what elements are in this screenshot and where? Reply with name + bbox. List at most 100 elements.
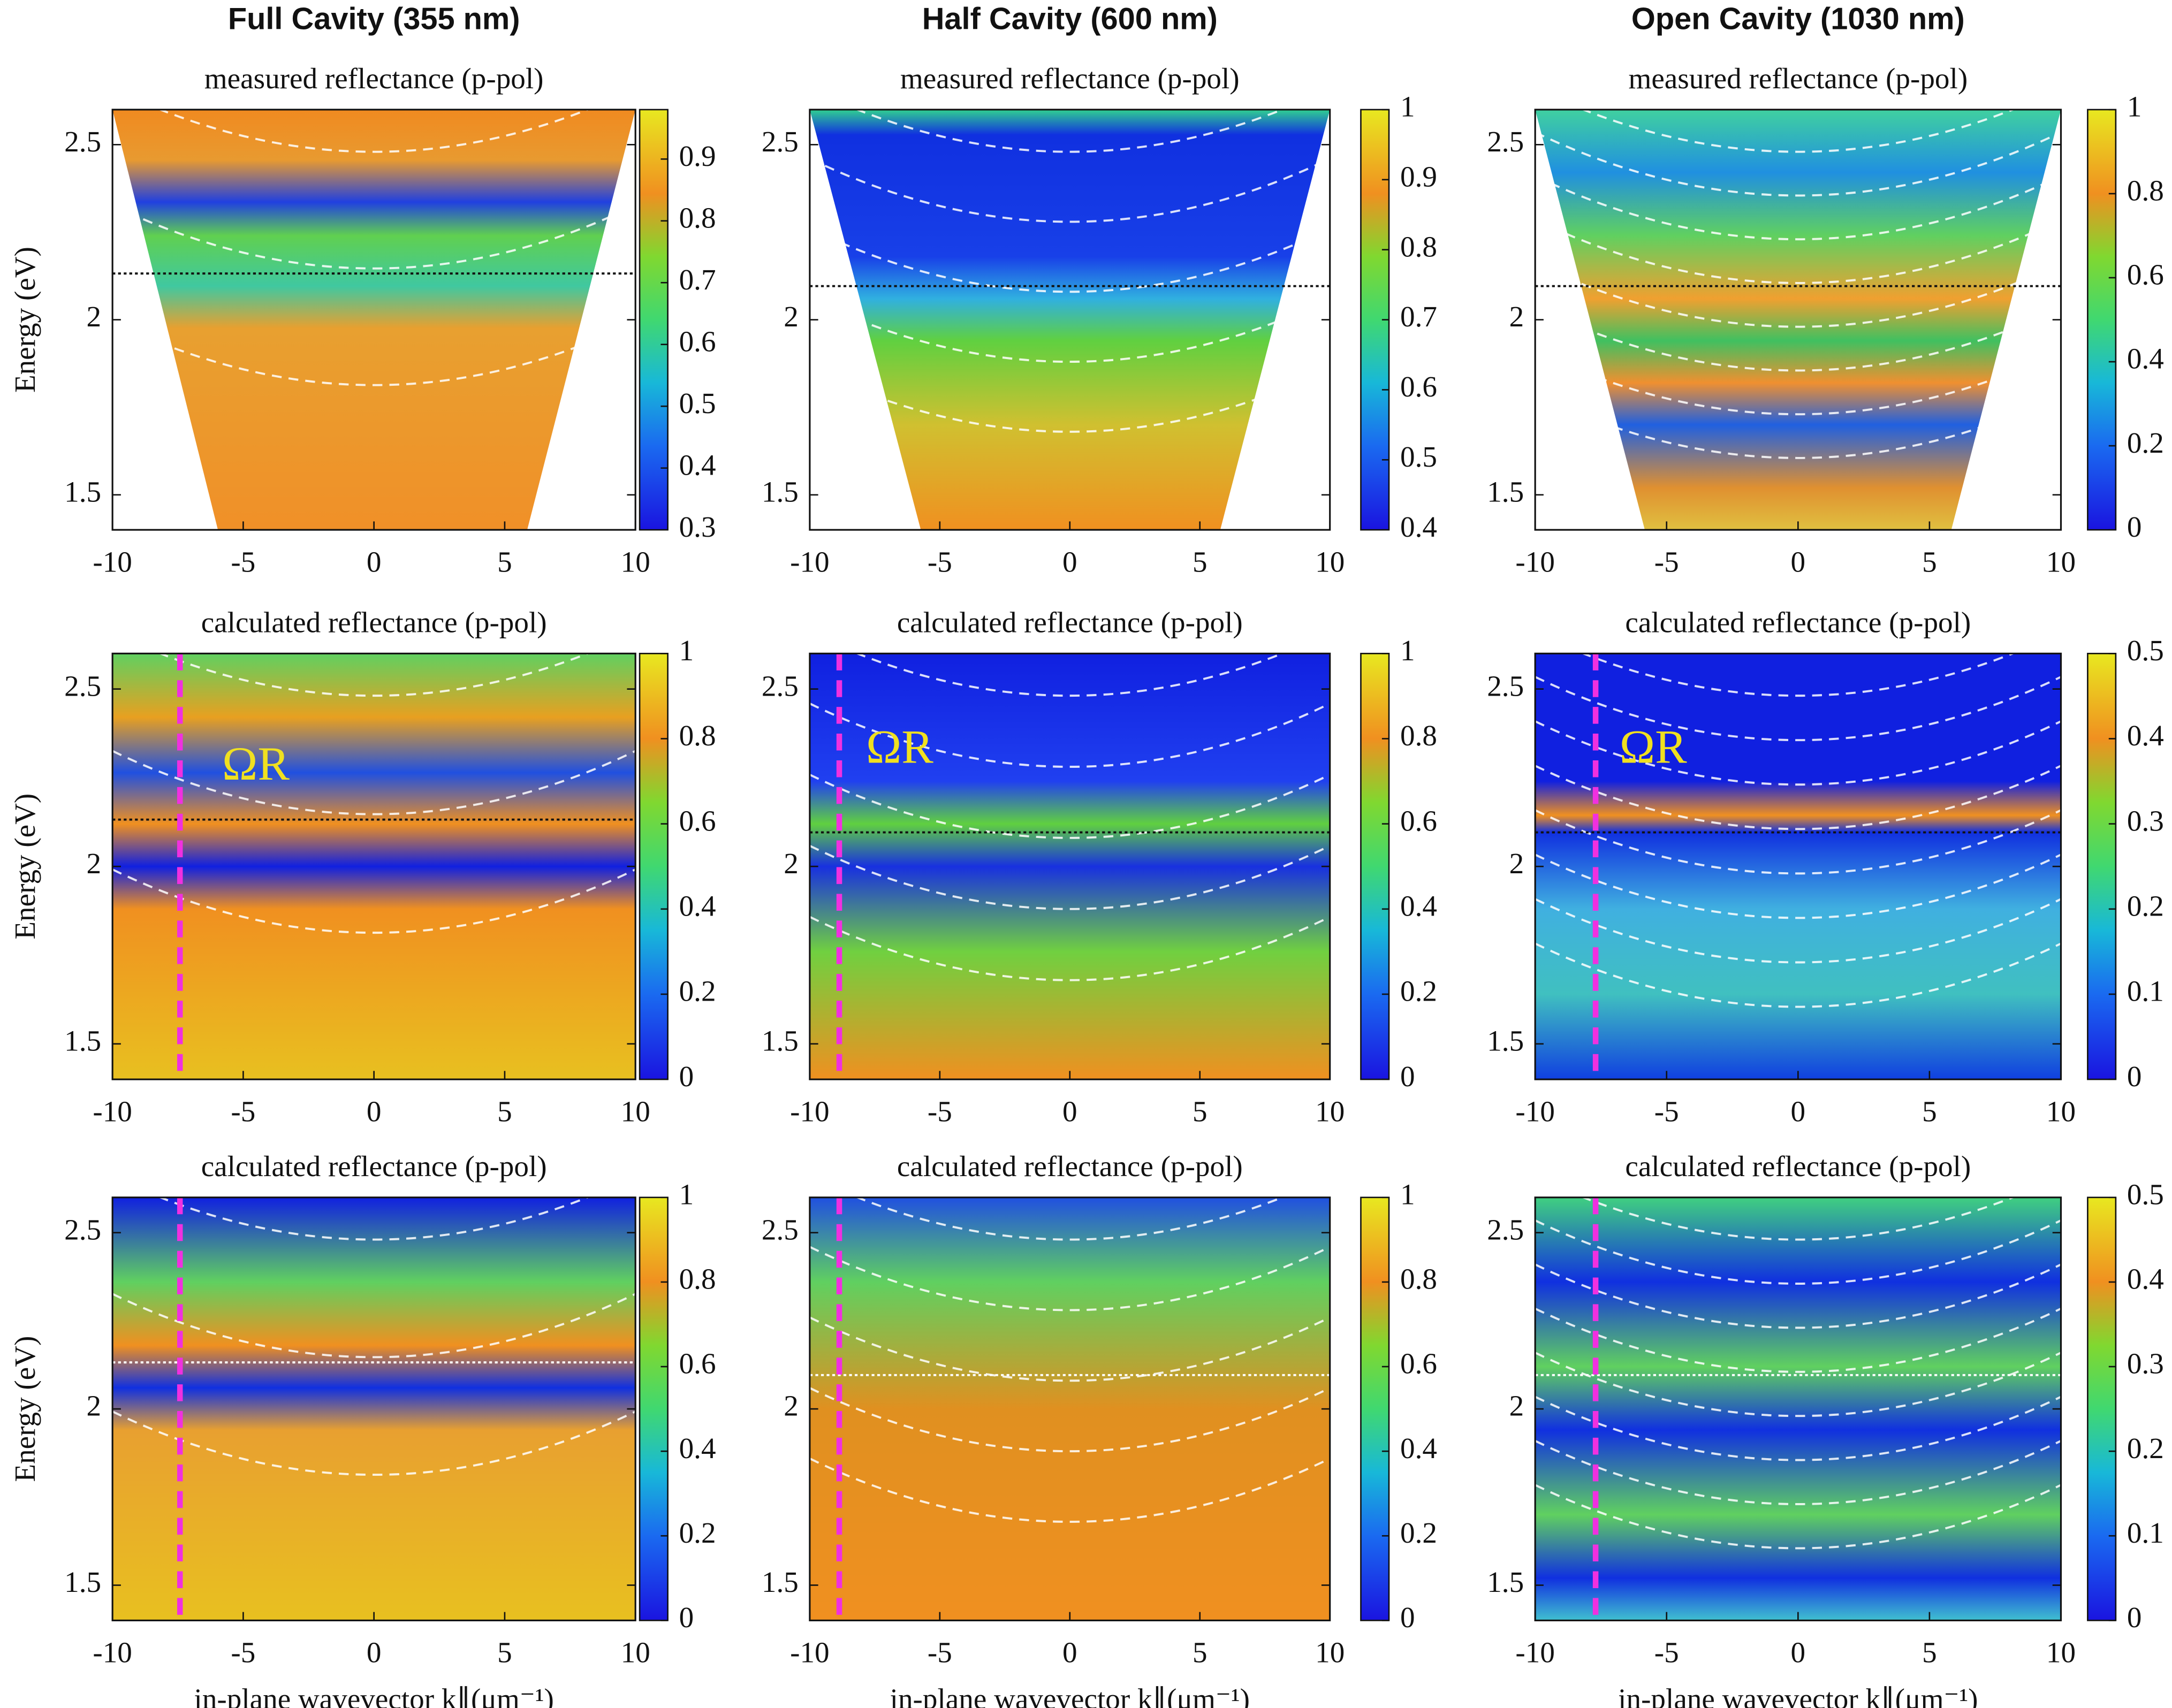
panel: -10 -5 0 5 10 1.5 2 2.5 measured reflectance (p-… [9, 2, 716, 578]
colorbar-tick-label: 0.8 [1400, 719, 1437, 752]
heatmap [1535, 653, 2061, 1080]
colorbar-tick-label: 0.5 [2127, 634, 2164, 667]
colorbar-tick-label: 0.5 [2127, 1178, 2164, 1210]
colorbar-tick-label: 0.8 [2127, 174, 2164, 207]
x-tick-label: 0 [1062, 1095, 1077, 1127]
x-tick-label: 0 [1062, 1636, 1077, 1669]
x-tick-label: 10 [1315, 546, 1345, 578]
mode-curve [1535, 1219, 2061, 1285]
x-tick-label: 10 [2046, 546, 2076, 578]
y-axis-label: Energy (eV) [9, 794, 41, 940]
x-tick-label: 0 [367, 546, 382, 578]
mode-curve [809, 916, 1330, 981]
y-tick-label: 2.5 [762, 1213, 799, 1246]
heatmap [112, 653, 636, 1080]
mode-curve [809, 1387, 1330, 1452]
x-tick-label: 5 [497, 1636, 512, 1669]
mode-curve [112, 1410, 636, 1476]
y-tick-label: 1.5 [762, 475, 799, 508]
mode-curve [1535, 306, 2061, 372]
mode-curve [809, 1246, 1330, 1312]
x-tick-label: -10 [790, 1095, 830, 1127]
colorbar-tick-label: 0.2 [1400, 975, 1437, 1008]
y-tick-label: 1.5 [1487, 475, 1524, 508]
colorbar [639, 1196, 669, 1621]
colorbar-tick-label: 0 [679, 1060, 694, 1093]
mode-curve [157, 1197, 590, 1241]
mode-curve [854, 653, 1285, 697]
colorbar [2087, 109, 2117, 531]
y-tick-label: 2.5 [64, 1213, 101, 1246]
x-tick-label: -5 [928, 1095, 952, 1127]
x-tick-label: -5 [1654, 1095, 1679, 1127]
y-tick-label: 2.5 [64, 125, 101, 158]
heatmap [112, 109, 636, 530]
colorbar-tick-label: 1 [1400, 1178, 1415, 1210]
y-tick-label: 2 [784, 847, 799, 880]
x-tick-label: -10 [93, 1636, 132, 1669]
mode-curve [1581, 109, 2016, 153]
colorbar-tick-label: 1 [2127, 90, 2142, 123]
y-tick-label: 2 [87, 300, 102, 333]
panel-title: calculated reflectance (p-pol) [1625, 1150, 1971, 1183]
colorbar-tick-label: 0.8 [1400, 230, 1437, 263]
x-tick-label: -5 [231, 546, 255, 578]
x-tick-label: -10 [1515, 1095, 1555, 1127]
x-tick-label: -5 [928, 546, 952, 578]
panel-title: calculated reflectance (p-pol) [897, 606, 1243, 638]
y-tick-label: 2.5 [762, 125, 799, 158]
y-tick-label: 1.5 [64, 1566, 101, 1598]
colorbar-tick-label: 0.2 [2127, 426, 2164, 459]
mode-curve [1535, 942, 2061, 1008]
mode-curve [1535, 1484, 2061, 1550]
colorbar-tick-label: 0.6 [679, 325, 716, 357]
x-tick-label: 0 [1791, 546, 1806, 578]
x-tick-label: 5 [1922, 1636, 1937, 1669]
x-axis-label: in-plane wavevector k∥(μm⁻¹) [890, 1682, 1250, 1708]
colorbar-tick-label: 0.4 [679, 448, 716, 481]
colorbar [1360, 1196, 1390, 1621]
mode-curve [1581, 1197, 2016, 1241]
mode-curve [1535, 175, 2061, 241]
panel-title: calculated reflectance (p-pol) [897, 1150, 1243, 1183]
colorbar-tick-label: 1 [1400, 634, 1415, 667]
x-tick-label: 5 [1193, 1636, 1207, 1669]
mode-curve [112, 321, 636, 386]
colorbar-tick-label: 0.8 [1400, 1263, 1437, 1295]
mode-curve [1535, 1352, 2061, 1417]
colorbar [2087, 653, 2117, 1080]
y-tick-label: 2 [87, 1390, 102, 1422]
x-tick-label: 0 [1062, 546, 1077, 578]
x-tick-label: 0 [1791, 1636, 1806, 1669]
mode-curve [809, 844, 1330, 910]
colorbar-tick-label: 0.3 [2127, 804, 2164, 837]
x-tick-label: 10 [621, 1095, 650, 1127]
colorbar-tick-label: 0 [2127, 1601, 2142, 1634]
x-tick-label: 0 [367, 1636, 382, 1669]
x-tick-label: 5 [1922, 546, 1937, 578]
mode-curve [854, 1197, 1285, 1241]
colorbar-tick-label: 0.2 [1400, 1516, 1437, 1549]
mode-curves [112, 653, 636, 934]
mode-curve [1535, 1263, 2061, 1329]
x-axis-label: in-plane wavevector k∥(μm⁻¹) [194, 1682, 554, 1708]
mode-curve [1535, 676, 2061, 742]
mode-curves [809, 1197, 1330, 1523]
x-tick-label: 5 [1193, 546, 1207, 578]
colorbar [639, 109, 669, 531]
mode-curve [809, 367, 1330, 433]
mode-curve [1535, 350, 2061, 416]
y-tick-label: 2.5 [1487, 669, 1524, 702]
x-tick-label: -10 [790, 1636, 830, 1669]
y-tick-label: 1.5 [64, 1024, 101, 1057]
colorbar-tick-label: 0.2 [2127, 889, 2164, 922]
colorbar-tick-label: 0.4 [2127, 719, 2164, 752]
annotation: ΩR [1620, 721, 1687, 774]
mode-curve [1535, 1440, 2061, 1505]
colorbar-tick-label: 1 [679, 1178, 694, 1210]
y-tick-label: 2 [784, 1390, 799, 1422]
x-tick-label: 0 [1791, 1095, 1806, 1127]
